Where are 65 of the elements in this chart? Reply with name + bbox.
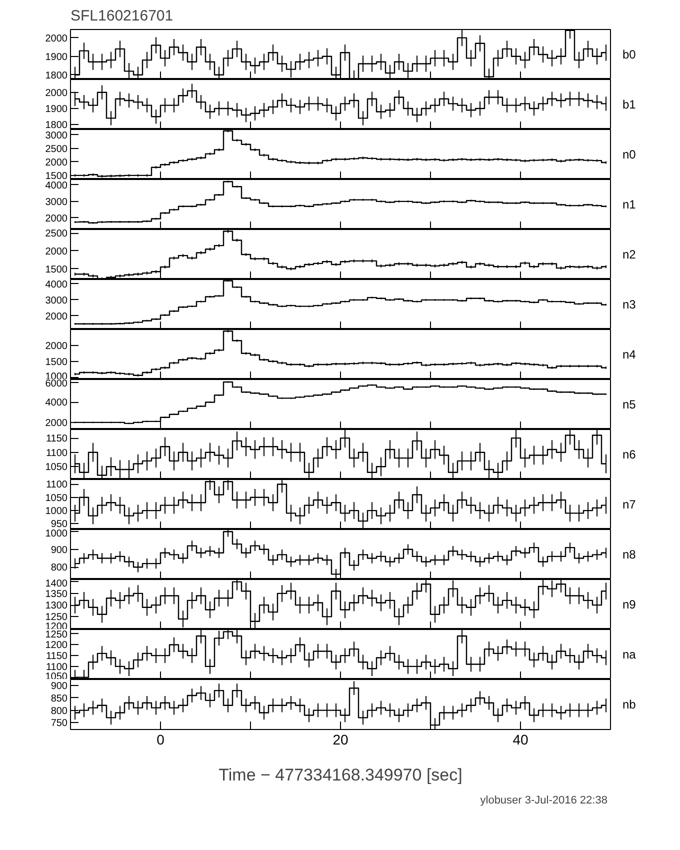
y-tick-label: 1250: [45, 612, 68, 624]
y-tick-label: 1050: [45, 462, 68, 474]
y-tick-label: 800: [50, 562, 68, 574]
series-label: b1: [622, 98, 636, 112]
series-label: n2: [622, 248, 636, 262]
y-tick-label: 2000: [45, 311, 68, 322]
series-label: n8: [622, 548, 636, 562]
y-tick-label: 2000: [45, 418, 68, 429]
y-tick-label: 900: [50, 681, 68, 692]
y-tick-label: 2500: [45, 144, 68, 155]
y-tick-label: 1200: [45, 640, 68, 652]
y-tick-label: 2000: [45, 88, 68, 99]
y-tick-label: 1400: [45, 578, 68, 590]
y-tick-label: 750: [50, 718, 68, 730]
y-tick-label: 3000: [45, 196, 68, 208]
series-label: n7: [622, 498, 636, 512]
series-label: n5: [622, 398, 636, 412]
y-tick-label: 1500: [45, 170, 68, 182]
series-label: n4: [622, 348, 636, 362]
y-tick-label: 4000: [45, 279, 68, 290]
y-tick-label: 3000: [45, 295, 68, 306]
x-tick-label: 20: [332, 732, 348, 748]
y-tick-label: 1800: [45, 120, 68, 132]
series-label: n9: [622, 598, 636, 612]
chart-title: SFL160216701: [70, 8, 174, 24]
y-tick-label: 2000: [45, 157, 68, 168]
y-tick-label: 1500: [45, 356, 68, 368]
y-tick-label: 1350: [45, 588, 68, 600]
y-tick-label: 2000: [45, 340, 68, 352]
y-tick-label: 3000: [45, 130, 68, 142]
y-tick-label: 1100: [46, 448, 68, 459]
y-tick-label: 1900: [45, 52, 68, 63]
y-tick-label: 1500: [45, 264, 68, 276]
y-tick-label: 950: [50, 519, 68, 530]
y-tick-label: 1900: [45, 104, 68, 116]
y-tick-label: 1300: [45, 600, 68, 612]
y-tick-label: 800: [50, 706, 68, 717]
series-label: n1: [622, 198, 636, 212]
y-tick-label: 2000: [45, 33, 68, 44]
y-tick-label: 4000: [45, 180, 68, 192]
y-tick-label: 2000: [45, 213, 68, 224]
y-tick-label: 900: [50, 544, 68, 556]
y-tick-label: 1000: [45, 506, 68, 518]
y-tick-label: 1100: [46, 480, 68, 491]
y-tick-label: 1000: [45, 528, 68, 540]
series-label: nb: [622, 698, 636, 712]
y-tick-label: 1050: [45, 492, 68, 504]
y-tick-label: 850: [50, 693, 68, 704]
series-label: n6: [622, 448, 636, 462]
x-tick-label: 0: [156, 732, 165, 748]
y-tick-label: 1800: [45, 70, 68, 82]
y-tick-label: 1150: [46, 651, 68, 662]
series-label: n3: [622, 298, 636, 312]
y-tick-label: 2500: [45, 228, 68, 240]
x-axis-title: Time − 477334168.349970 [sec]: [218, 766, 462, 784]
y-tick-label: 4000: [45, 398, 68, 409]
series-label: b0: [622, 48, 636, 62]
x-tick-label: 40: [512, 732, 528, 748]
y-tick-label: 1250: [45, 629, 68, 640]
y-tick-label: 2000: [45, 246, 68, 258]
series-label: n0: [622, 148, 636, 162]
y-tick-label: 1100: [46, 662, 68, 673]
y-tick-label: 1150: [46, 434, 68, 445]
series-label: na: [622, 648, 636, 662]
text: ylobuser 3-Jul-2016 22:38: [480, 794, 608, 806]
